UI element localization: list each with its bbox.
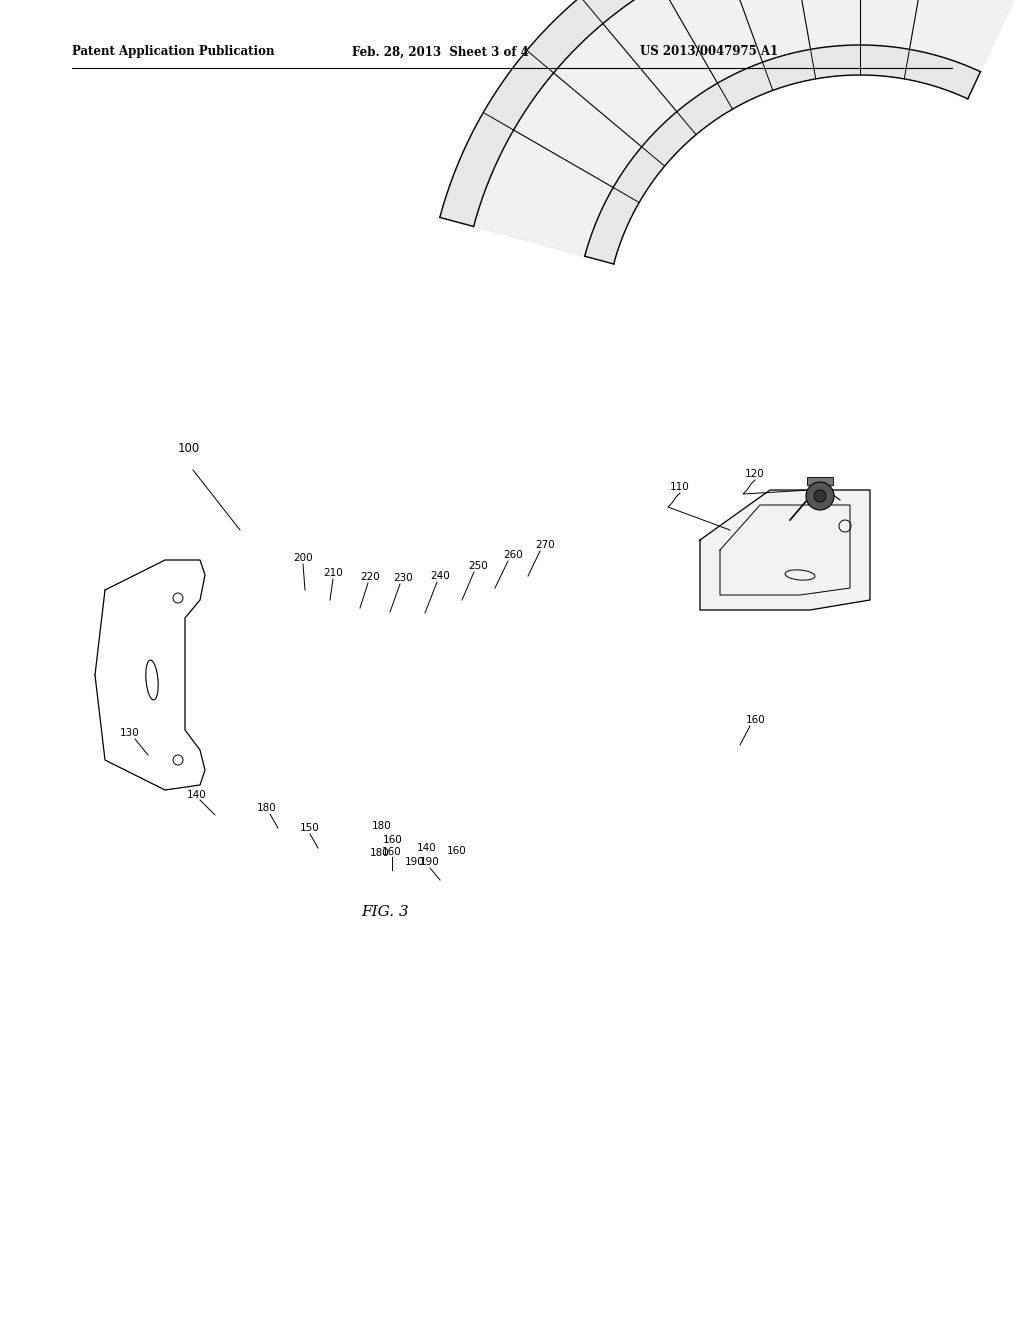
Polygon shape	[440, 0, 1024, 227]
Text: FIG. 3: FIG. 3	[361, 906, 409, 919]
Circle shape	[814, 490, 826, 502]
Text: 160: 160	[382, 847, 401, 857]
Circle shape	[806, 482, 834, 510]
Text: US 2013/0047975 A1: US 2013/0047975 A1	[640, 45, 778, 58]
Text: 200: 200	[293, 553, 312, 564]
Text: 140: 140	[187, 789, 207, 800]
Polygon shape	[700, 490, 870, 610]
Text: 260: 260	[503, 550, 523, 560]
Text: Patent Application Publication: Patent Application Publication	[72, 45, 274, 58]
Text: 100: 100	[178, 442, 201, 455]
Text: 110: 110	[670, 482, 690, 492]
Text: 210: 210	[324, 568, 343, 578]
Bar	[807, 477, 833, 484]
Text: 180: 180	[257, 803, 276, 813]
Text: 160: 160	[383, 836, 402, 845]
Text: 160: 160	[746, 715, 766, 725]
Text: 230: 230	[393, 573, 413, 583]
Text: 150: 150	[300, 822, 319, 833]
Text: 180: 180	[370, 847, 390, 858]
Text: Feb. 28, 2013  Sheet 3 of 4: Feb. 28, 2013 Sheet 3 of 4	[352, 45, 528, 58]
Text: 180: 180	[372, 821, 392, 832]
Polygon shape	[474, 0, 1024, 256]
Text: 130: 130	[120, 729, 140, 738]
Text: 160: 160	[447, 846, 467, 855]
Text: 140: 140	[417, 843, 437, 853]
Text: 190: 190	[420, 857, 440, 867]
Text: 270: 270	[536, 540, 555, 550]
Polygon shape	[585, 45, 980, 264]
Text: 120: 120	[745, 469, 765, 479]
Text: 190: 190	[406, 857, 425, 867]
Text: 250: 250	[468, 561, 487, 572]
Text: 220: 220	[360, 572, 380, 582]
Text: 240: 240	[430, 572, 450, 581]
